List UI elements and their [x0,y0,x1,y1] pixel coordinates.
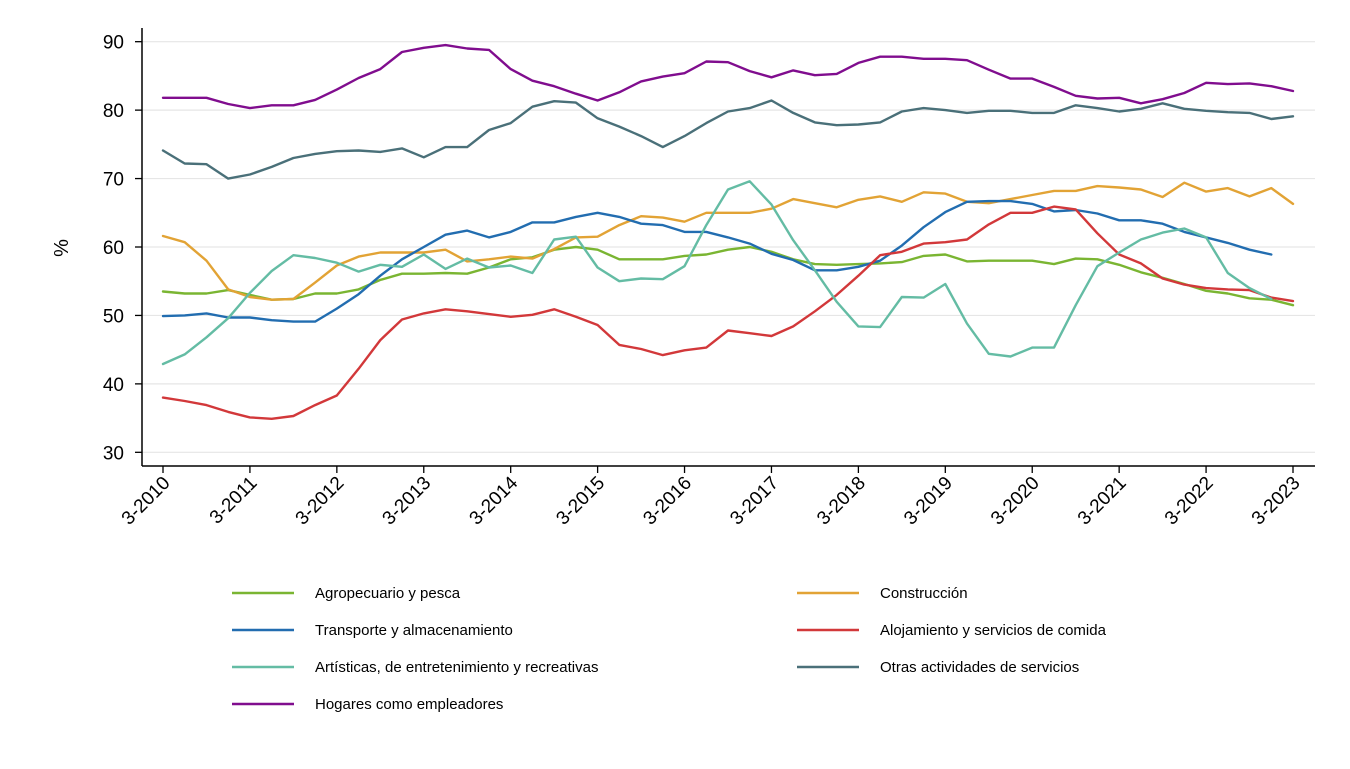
series-line-1 [161,181,1295,301]
x-tick-label: 3-2019 [900,473,957,530]
legend-label-0: Agropecuario y pesca [315,585,461,602]
legend-label-2: Transporte y almacenamiento [315,622,513,639]
series-lines [161,43,1295,420]
series-line-4 [161,180,1273,366]
legend-label-4: Artísticas, de entretenimiento y recreat… [315,659,598,676]
axes: 30 40 50 60 70 80 90 3-2010 3-2011 3-2012 3-2013 3-… [103,28,1315,529]
y-tick-label: 70 [103,170,124,191]
x-tick-label: 3-2020 [987,473,1044,530]
x-tick-label: 3-2022 [1161,473,1218,530]
y-tick-label: 90 [103,33,124,54]
x-tick-label: 3-2016 [639,473,696,530]
legend-label-3: Alojamiento y servicios de comida [880,622,1107,639]
x-tick-label: 3-2023 [1248,473,1305,530]
y-tick-label: 30 [103,443,124,464]
y-axis-title: % [51,239,73,257]
series-line-5 [161,99,1295,180]
y-tick-label: 60 [103,238,124,259]
y-tick-label: 40 [103,375,124,396]
legend-label-5: Otras actividades de servicios [880,659,1079,676]
series-line-6 [161,43,1295,110]
x-tick-label: 3-2011 [206,473,262,529]
x-tick-label: 3-2014 [466,472,523,529]
x-tick-label: 3-2017 [726,473,783,530]
x-tick-label: 3-2010 [118,473,175,530]
series-line-2 [161,199,1273,323]
gridlines [142,41,1315,453]
x-tick-label: 3-2018 [813,473,870,530]
legend-label-6: Hogares como empleadores [315,696,503,713]
x-tick-label: 3-2013 [379,473,436,530]
x-tick-label: 3-2021 [1074,473,1131,530]
y-tick-label: 80 [103,101,124,122]
legend: Agropecuario y pesca Construcción Transpor… [232,585,1107,713]
x-tick-label: 3-2015 [552,473,609,530]
legend-label-1: Construcción [880,585,968,602]
series-line-3 [161,205,1295,420]
y-tick-label: 50 [103,306,124,327]
x-tick-label: 3-2012 [292,473,349,530]
